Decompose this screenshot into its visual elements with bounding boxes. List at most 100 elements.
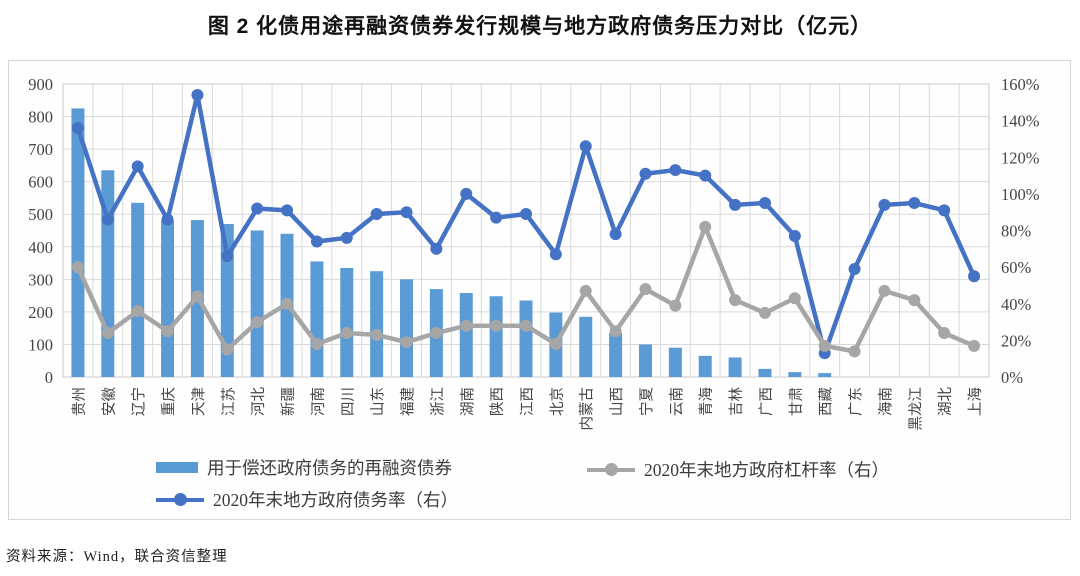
point-河南 bbox=[310, 235, 323, 248]
bar-贵州 bbox=[71, 108, 85, 377]
point-山西 bbox=[609, 325, 622, 338]
point-山东 bbox=[370, 328, 383, 341]
point-新疆 bbox=[281, 297, 294, 310]
x-axis-label-黑龙江: 黑龙江 bbox=[907, 387, 924, 431]
point-青海 bbox=[699, 169, 712, 182]
point-贵州 bbox=[71, 261, 84, 274]
point-青海 bbox=[699, 220, 712, 233]
point-广东 bbox=[848, 262, 861, 275]
bar-吉林 bbox=[728, 357, 742, 377]
point-云南 bbox=[669, 164, 682, 177]
right-axis-tick: 160% bbox=[1001, 75, 1040, 94]
point-广西 bbox=[758, 197, 771, 210]
right-axis-tick: 60% bbox=[1001, 258, 1032, 277]
x-axis-label-山西: 山西 bbox=[609, 387, 626, 416]
point-天津 bbox=[191, 290, 204, 303]
x-axis-label-青海: 青海 bbox=[698, 387, 715, 416]
point-甘肃 bbox=[788, 229, 801, 242]
point-陕西 bbox=[490, 319, 503, 332]
bar-series-label: 用于偿还政府债务的再融资债券 bbox=[207, 458, 452, 478]
bar-江苏 bbox=[220, 223, 234, 377]
x-axis-label-上海: 上海 bbox=[967, 387, 984, 416]
left-axis-tick: 700 bbox=[28, 140, 53, 159]
bar-青海 bbox=[698, 355, 712, 377]
point-河北 bbox=[251, 202, 264, 215]
x-axis-label-广东: 广东 bbox=[848, 387, 865, 416]
left-axis-tick: 500 bbox=[28, 205, 53, 224]
point-四川 bbox=[340, 327, 353, 340]
left-axis-tick: 100 bbox=[28, 335, 53, 354]
x-axis-label-福建: 福建 bbox=[400, 387, 417, 416]
bar-湖南 bbox=[459, 293, 473, 377]
bar-甘肃 bbox=[788, 372, 802, 377]
x-axis-label-河南: 河南 bbox=[310, 387, 327, 416]
legend-left-column: 用于偿还政府债务的再融资债券 2020年末地方政府债务率（右） bbox=[156, 455, 458, 519]
point-江西 bbox=[520, 319, 532, 332]
point-福建 bbox=[400, 206, 413, 219]
bar-广西 bbox=[758, 368, 772, 377]
bar-河北 bbox=[250, 230, 264, 377]
x-axis-label-海南: 海南 bbox=[877, 387, 894, 416]
x-axis-label-云南: 云南 bbox=[668, 387, 685, 416]
point-广西 bbox=[758, 306, 771, 319]
point-江苏 bbox=[221, 250, 234, 263]
point-上海 bbox=[968, 339, 981, 352]
point-山东 bbox=[370, 208, 383, 221]
x-axis-label-新疆: 新疆 bbox=[280, 387, 297, 416]
x-axis-label-江西: 江西 bbox=[519, 387, 536, 416]
legend-right-column: 2020年末地方政府杠杆率（右） bbox=[587, 457, 889, 489]
x-axis-label-江苏: 江苏 bbox=[220, 387, 237, 416]
x-axis-label-广西: 广西 bbox=[758, 387, 775, 416]
left-axis-tick: 0 bbox=[45, 368, 53, 387]
x-axis-label-天津: 天津 bbox=[190, 387, 207, 416]
bar-山东 bbox=[370, 271, 384, 377]
point-广东 bbox=[848, 345, 861, 358]
right-axis-tick: 80% bbox=[1001, 222, 1032, 241]
point-吉林 bbox=[729, 198, 742, 211]
bar-山西 bbox=[609, 333, 623, 377]
legend-item-leverage-line: 2020年末地方政府杠杆率（右） bbox=[587, 457, 889, 482]
x-axis-label-湖南: 湖南 bbox=[459, 387, 476, 416]
legend-item-bar: 用于偿还政府债务的再融资债券 bbox=[156, 455, 458, 480]
right-axis-tick: 140% bbox=[1001, 112, 1040, 131]
x-axis-label-安徽: 安徽 bbox=[101, 387, 118, 416]
point-内蒙古 bbox=[579, 140, 592, 153]
point-内蒙古 bbox=[579, 284, 592, 297]
point-西藏 bbox=[818, 339, 831, 352]
bar-西藏 bbox=[818, 373, 832, 377]
x-axis-label-四川: 四川 bbox=[341, 387, 357, 416]
right-axis-tick: 120% bbox=[1001, 148, 1040, 167]
debt-line-label: 2020年末地方政府债务率（右） bbox=[213, 490, 458, 510]
point-贵州 bbox=[71, 121, 84, 134]
point-福建 bbox=[400, 336, 413, 349]
leverage-line-label: 2020年末地方政府杠杆率（右） bbox=[644, 460, 889, 480]
point-北京 bbox=[549, 248, 562, 261]
point-山西 bbox=[609, 228, 622, 241]
point-河南 bbox=[310, 338, 323, 351]
x-axis-label-北京: 北京 bbox=[549, 387, 566, 416]
x-axis-label-西藏: 西藏 bbox=[818, 387, 835, 416]
right-axis-tick: 20% bbox=[1001, 331, 1032, 350]
x-axis-label-宁夏: 宁夏 bbox=[638, 387, 655, 416]
x-axis-label-贵州: 贵州 bbox=[71, 387, 88, 416]
point-重庆 bbox=[161, 213, 174, 226]
bar-江西 bbox=[519, 300, 533, 377]
bar-云南 bbox=[668, 347, 682, 377]
point-黑龙江 bbox=[908, 197, 921, 210]
leverage-line-swatch bbox=[587, 463, 635, 476]
right-axis-tick: 100% bbox=[1001, 185, 1040, 204]
point-重庆 bbox=[161, 325, 174, 338]
x-axis-label-山东: 山东 bbox=[370, 387, 387, 416]
bar-辽宁 bbox=[131, 202, 145, 377]
point-黑龙江 bbox=[908, 294, 921, 307]
point-辽宁 bbox=[131, 305, 144, 318]
point-浙江 bbox=[430, 327, 443, 340]
bar-重庆 bbox=[161, 220, 175, 377]
bar-河南 bbox=[310, 261, 324, 377]
point-云南 bbox=[669, 299, 682, 312]
x-axis-label-内蒙古: 内蒙古 bbox=[579, 387, 596, 431]
point-江西 bbox=[520, 208, 532, 221]
leverage-line-swatch-dot bbox=[605, 463, 618, 476]
point-海南 bbox=[878, 198, 891, 211]
